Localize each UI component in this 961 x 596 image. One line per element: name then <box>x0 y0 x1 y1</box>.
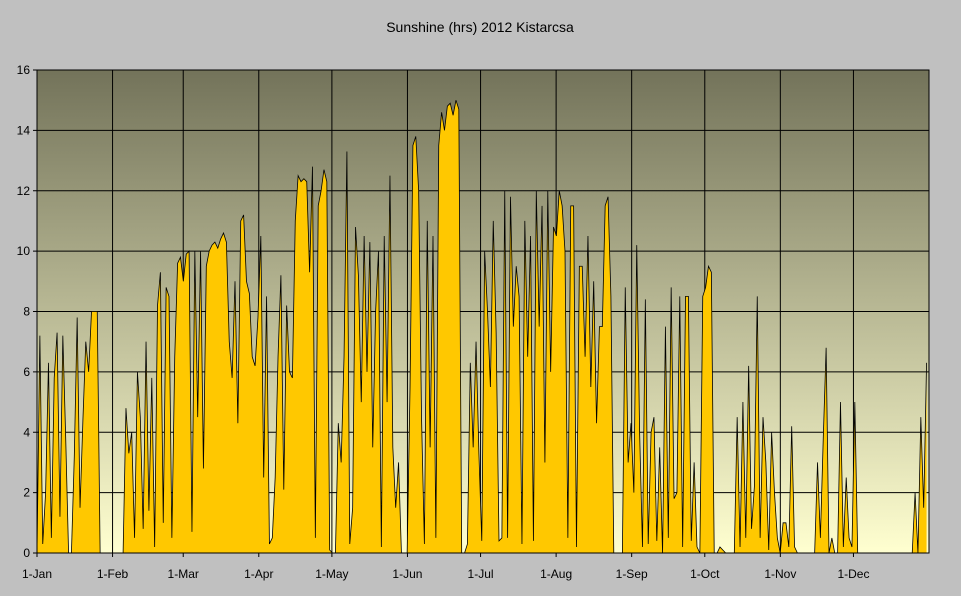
y-tick-label: 12 <box>17 184 31 198</box>
sunshine-line <box>36 100 927 554</box>
y-tick-label: 4 <box>23 425 30 439</box>
y-tick-label: 16 <box>17 63 31 77</box>
x-tick-label: 1-Sep <box>616 567 648 581</box>
x-tick-label: 1-Nov <box>764 567 796 581</box>
y-axis: 0 2 4 6 8 10 12 14 16 <box>17 63 37 560</box>
x-tick-label: 1-May <box>315 567 348 581</box>
y-tick-label: 14 <box>17 123 31 137</box>
x-tick-label: 1-Feb <box>97 567 129 581</box>
y-tick-label: 2 <box>23 486 30 500</box>
x-tick-label: 1-Apr <box>244 567 273 581</box>
x-axis: 1-Jan 1-Feb 1-Mar 1-Apr 1-May 1-Jun 1-Jul 1-Aug… <box>22 553 869 581</box>
x-tick-label: 1-Jul <box>468 567 494 581</box>
y-tick-label: 6 <box>23 365 30 379</box>
x-tick-label: 1-Mar <box>168 567 199 581</box>
y-tick-label: 8 <box>23 305 30 319</box>
sunshine-area <box>37 100 927 553</box>
y-tick-label: 0 <box>23 546 30 560</box>
x-tick-label: 1-Oct <box>690 567 720 581</box>
y-tick-label: 10 <box>17 244 31 258</box>
x-tick-label: 1-Jan <box>22 567 52 581</box>
x-tick-label: 1-Jun <box>392 567 422 581</box>
chart-title: Sunshine (hrs) 2012 Kistarcsa <box>386 19 574 35</box>
x-tick-label: 1-Aug <box>540 567 572 581</box>
x-tick-label: 1-Dec <box>837 567 869 581</box>
